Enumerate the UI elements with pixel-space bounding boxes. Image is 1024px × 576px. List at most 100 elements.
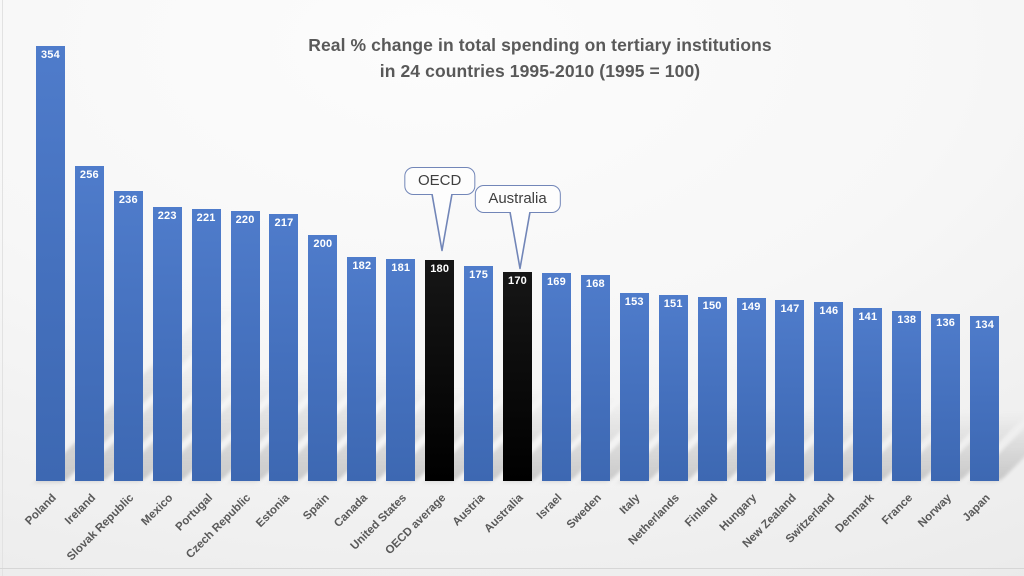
x-axis-label-poland: Poland [23,492,59,528]
chart-title-line2: in 24 countries 1995-2010 (1995 = 100) [379,61,701,82]
bar-poland: 354 [35,46,65,481]
x-axis-label-denmark: Denmark [832,492,877,536]
x-axis-label-finland: Finland [683,492,721,530]
slide-left-edge [2,0,3,576]
x-axis-label-sweden: Sweden [564,492,604,532]
bar-sweden: 168 [580,274,610,481]
bar-slot-sweden: 168 [576,46,714,481]
bar-slot-estonia: 217 [265,46,433,481]
x-axis-label-israel: Israel [535,492,565,522]
bar-value-label: 181 [391,261,411,274]
bar-spain: 200 [308,235,338,481]
bar-value-label: 236 [118,194,138,207]
bar-slot-finland: 150 [693,46,820,481]
bar-new-zealand: 147 [775,300,805,481]
bar-slot-oecd-average: 180 [420,46,566,481]
x-axis-label-spain: Spain [300,492,332,523]
bar-slot-norway: 136 [926,46,1024,481]
bar-value-label: 146 [819,304,839,317]
bar-value-label: 134 [975,319,995,332]
bar-austria: 175 [464,265,494,481]
callout-tail-oecd [430,194,453,252]
bar-estonia: 217 [269,214,299,481]
bar-value-label: 217 [274,217,294,230]
bar-netherlands: 151 [658,295,688,481]
chart-title-line1: Real % change in total spending on terti… [308,35,772,55]
bar-value-label: 200 [313,238,333,251]
bar-value-label: 175 [469,268,489,281]
bar-australia: 170 [503,272,533,481]
bar-slot-slovak-republic: 236 [109,46,289,481]
bar-slot-israel: 169 [537,46,676,481]
bar-slovak-republic: 236 [113,191,143,481]
bar-value-label: 221 [196,212,216,225]
bar-value-label: 150 [702,299,722,312]
bar-slot-austria: 175 [459,46,602,481]
bar-value-label: 354 [40,49,60,61]
bar-france: 138 [892,311,922,481]
bar-slot-poland: 354 [31,46,283,481]
bar-value-label: 149 [741,300,761,313]
callout-oecd: OECD [403,167,476,195]
chart-title: Real % change in total spending on terti… [58,32,1022,85]
callout-tail-australia [508,212,531,270]
slide-bottom-edge [0,568,1024,569]
x-axis-label-austria: Austria [450,492,488,529]
bar-switzerland: 146 [814,301,844,481]
bar-slot-united-states: 181 [381,46,527,481]
bar-slot-new-zealand: 147 [771,46,896,481]
callout-australia: Australia [474,185,561,213]
bar-value-label: 256 [79,169,99,182]
bar-slot-france: 138 [887,46,1007,481]
bar-ireland: 256 [74,166,104,481]
bar-value-label: 169 [546,276,566,289]
bar-portugal: 221 [191,209,221,481]
bar-hungary: 149 [736,297,766,481]
bar-value-label: 136 [936,316,956,329]
bar-value-label: 170 [508,275,527,288]
x-axis-label-slovak-republic: Slovak Republic [65,492,137,564]
x-axis-label-estonia: Estonia [254,492,293,530]
bar-value-label: 180 [430,262,450,275]
bar-united-states: 181 [386,258,416,481]
bar-finland: 150 [697,296,727,481]
bar-italy: 153 [619,293,649,481]
bar-slot-mexico: 223 [148,46,320,481]
x-axis-label-norway: Norway [916,492,955,530]
bar-value-label: 141 [858,310,878,323]
x-axis-labels: Poland Ireland Slovak Republic Mexico Portug… [23,487,1004,573]
bar-value-label: 168 [585,277,605,290]
bar-value-label: 147 [780,303,800,316]
bar-slot-denmark: 141 [848,46,970,481]
bar-slot-japan: 134 [965,46,1024,481]
plot-area: 354 256 236 223 221 220 217 200 182 181 180 175 170 1… [31,46,1024,481]
bar-japan: 134 [970,316,1000,481]
bar-slot-switzerland: 146 [809,46,934,481]
bar-slot-portugal: 221 [187,46,357,481]
bar-slot-australia: 170 [498,46,637,481]
bar-value-label: 151 [663,298,683,311]
bar-denmark: 141 [853,307,883,481]
bar-slot-canada: 182 [342,46,489,481]
x-axis-label-canada: Canada [332,492,371,530]
bar-slot-italy: 153 [615,46,744,481]
bar-slot-czech-republic: 220 [226,46,396,481]
bar-value-label: 220 [235,213,255,226]
bar-czech-republic: 220 [230,210,260,481]
bar-norway: 136 [931,313,961,481]
bar-mexico: 223 [152,206,182,481]
x-axis-label-italy: Italy [617,492,643,517]
bar-israel: 169 [541,273,571,481]
bar-oecd-average: 180 [425,259,455,481]
bar-value-label: 223 [157,209,177,222]
x-axis-label-australia: Australia [482,492,526,536]
bar-canada: 182 [347,257,377,481]
bar-slot-hungary: 149 [732,46,858,481]
bar-value-label: 182 [352,260,372,273]
bar-value-label: 153 [624,296,644,308]
x-axis-label-france: France [880,492,916,528]
bar-value-label: 138 [897,314,917,327]
x-axis-label-japan: Japan [961,492,994,524]
x-axis-label-mexico: Mexico [139,492,176,529]
